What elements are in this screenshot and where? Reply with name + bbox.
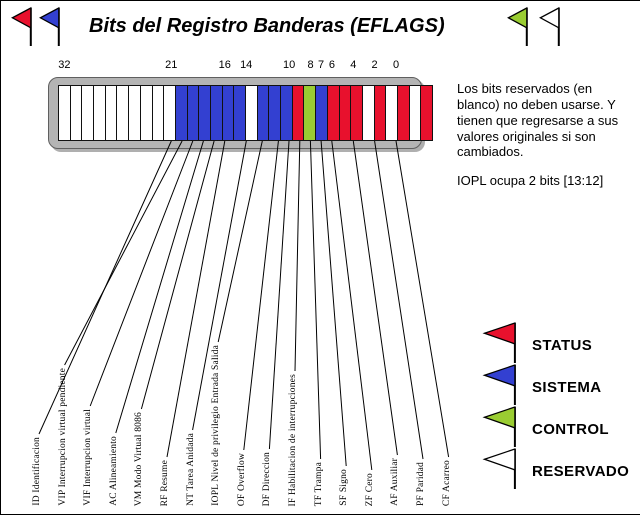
legend-flag-reservado-icon [479, 447, 525, 496]
connector-line-af [352, 140, 398, 456]
connector-line-vm [140, 140, 215, 410]
bit-number-14: 14 [240, 59, 253, 71]
bit-cell-8-status [327, 86, 340, 140]
bit-cell-22-reservado [164, 86, 176, 140]
bit-cell-30-reservado [70, 86, 83, 140]
bit-cell-19-sistema [199, 86, 211, 140]
bit-number-0: 0 [393, 59, 400, 71]
bit-label-vip: VIP Interrupcion virtual pendiente [57, 368, 68, 506]
connector-line-tf [309, 140, 322, 460]
legend-flag-control-icon [479, 405, 525, 454]
bit-label-nt: NT Tarea Anidada [185, 433, 196, 506]
connector-line-vif [89, 140, 194, 407]
connector-line-vip [64, 140, 183, 366]
title-flag-reservado-icon [537, 6, 565, 53]
title-flag-sistema-icon [37, 6, 65, 53]
title-flag-control-icon [505, 6, 533, 53]
bit-number-10: 10 [282, 59, 296, 71]
bit-cell-13-sistema [269, 86, 282, 140]
bit-label-ac: AC Alineamiento [108, 436, 119, 506]
iopl-note: IOPL ocupa 2 bits [13:12] [457, 173, 604, 188]
reserved-bits-note: Los bits reservados (en blanco) no deben… [457, 81, 619, 160]
legend-row-status: STATUS [479, 321, 593, 370]
bit-cell-18-sistema [210, 86, 223, 140]
connector-line-iopl [217, 140, 263, 343]
bit-number-21: 21 [165, 59, 178, 71]
connector-line-of [243, 140, 279, 451]
connector-line-df [268, 140, 290, 450]
bit-cell-31-reservado [59, 86, 71, 140]
bit-number-4: 4 [350, 59, 357, 71]
bit-cell-15-reservado [246, 86, 258, 140]
bit-number-16: 16 [218, 59, 231, 71]
title-flag-status-icon [9, 6, 37, 53]
connector-line-if [294, 140, 301, 372]
bit-cell-10-control [304, 86, 317, 140]
bit-cell-3-reservado [386, 86, 398, 140]
register-bit-cells [58, 85, 433, 141]
bit-cell-24-reservado [140, 86, 153, 140]
bit-number-6: 6 [328, 59, 335, 71]
legend-label-status: STATUS [532, 336, 593, 354]
bit-cell-14-sistema [257, 86, 270, 140]
bit-cell-11-status [292, 86, 305, 140]
legend-row-reservado: RESERVADO [479, 447, 630, 496]
bit-label-id: ID Identificacion [32, 437, 42, 506]
legend-label-reservado: RESERVADO [532, 462, 630, 480]
bit-label-af: AF Auxiliar [390, 458, 401, 506]
bit-label-tf: TF Trampa [313, 461, 324, 506]
bit-number-2: 2 [371, 59, 378, 71]
legend-row-control: CONTROL [479, 405, 609, 454]
bit-cell-1-reservado [409, 86, 422, 140]
bit-label-pf: PF Paridad [416, 462, 426, 506]
bit-label-of: OF Overflow [236, 452, 247, 506]
connector-line-pf [374, 140, 424, 460]
bit-cell-25-reservado [129, 86, 141, 140]
bit-cell-9-sistema [316, 86, 328, 140]
bit-label-sf: SF Signo [339, 469, 350, 506]
bit-label-vif: VIF Interrupcion virtual [83, 409, 94, 506]
bit-label-vm: VM Modo Virtual 8086 [134, 411, 145, 506]
connector-line-zf [331, 140, 373, 471]
legend-flag-status-icon [479, 321, 525, 370]
legend-row-sistema: SISTEMA [479, 363, 602, 412]
bit-cell-21-sistema [175, 86, 188, 140]
legend-flag-sistema-icon [479, 363, 525, 412]
bit-cell-6-status [351, 86, 363, 140]
bit-label-if: IF Habilitacion de interrupciones [288, 373, 298, 506]
bit-cell-0-status [421, 86, 432, 140]
bit-label-zf: ZF Cero [364, 472, 375, 506]
bit-cell-28-reservado [94, 86, 106, 140]
connector-line-sf [320, 140, 347, 467]
bit-cell-4-status [374, 86, 387, 140]
bit-cell-27-reservado [105, 86, 118, 140]
legend-label-control: CONTROL [532, 420, 609, 438]
bit-number-8: 8 [307, 59, 314, 71]
bit-cell-23-reservado [152, 86, 165, 140]
bit-cell-7-status [339, 86, 352, 140]
page-title: Bits del Registro Banderas (EFLAGS) [89, 15, 445, 37]
bit-label-iopl: IOPL Nivel de privilegio Entrada Salida [211, 345, 222, 506]
bit-cell-17-sistema [222, 86, 235, 140]
bit-cell-26-reservado [117, 86, 130, 140]
bit-label-df: DF Direccion [262, 451, 273, 506]
bit-label-rf: RF Resume [160, 459, 170, 506]
connector-line-cf [395, 140, 450, 458]
bit-cell-29-reservado [82, 86, 95, 140]
bit-cell-16-sistema [234, 86, 246, 140]
bit-number-7: 7 [318, 59, 325, 71]
bit-number-32: 32 [58, 59, 71, 71]
bit-cell-20-sistema [187, 86, 200, 140]
bit-cell-2-status [397, 86, 410, 140]
bit-label-cf: CF Acarreo [441, 459, 452, 506]
bit-cell-12-sistema [281, 86, 293, 140]
connector-line-ac [115, 140, 204, 434]
bit-cell-5-reservado [362, 86, 375, 140]
legend-label-sistema: SISTEMA [532, 378, 602, 396]
